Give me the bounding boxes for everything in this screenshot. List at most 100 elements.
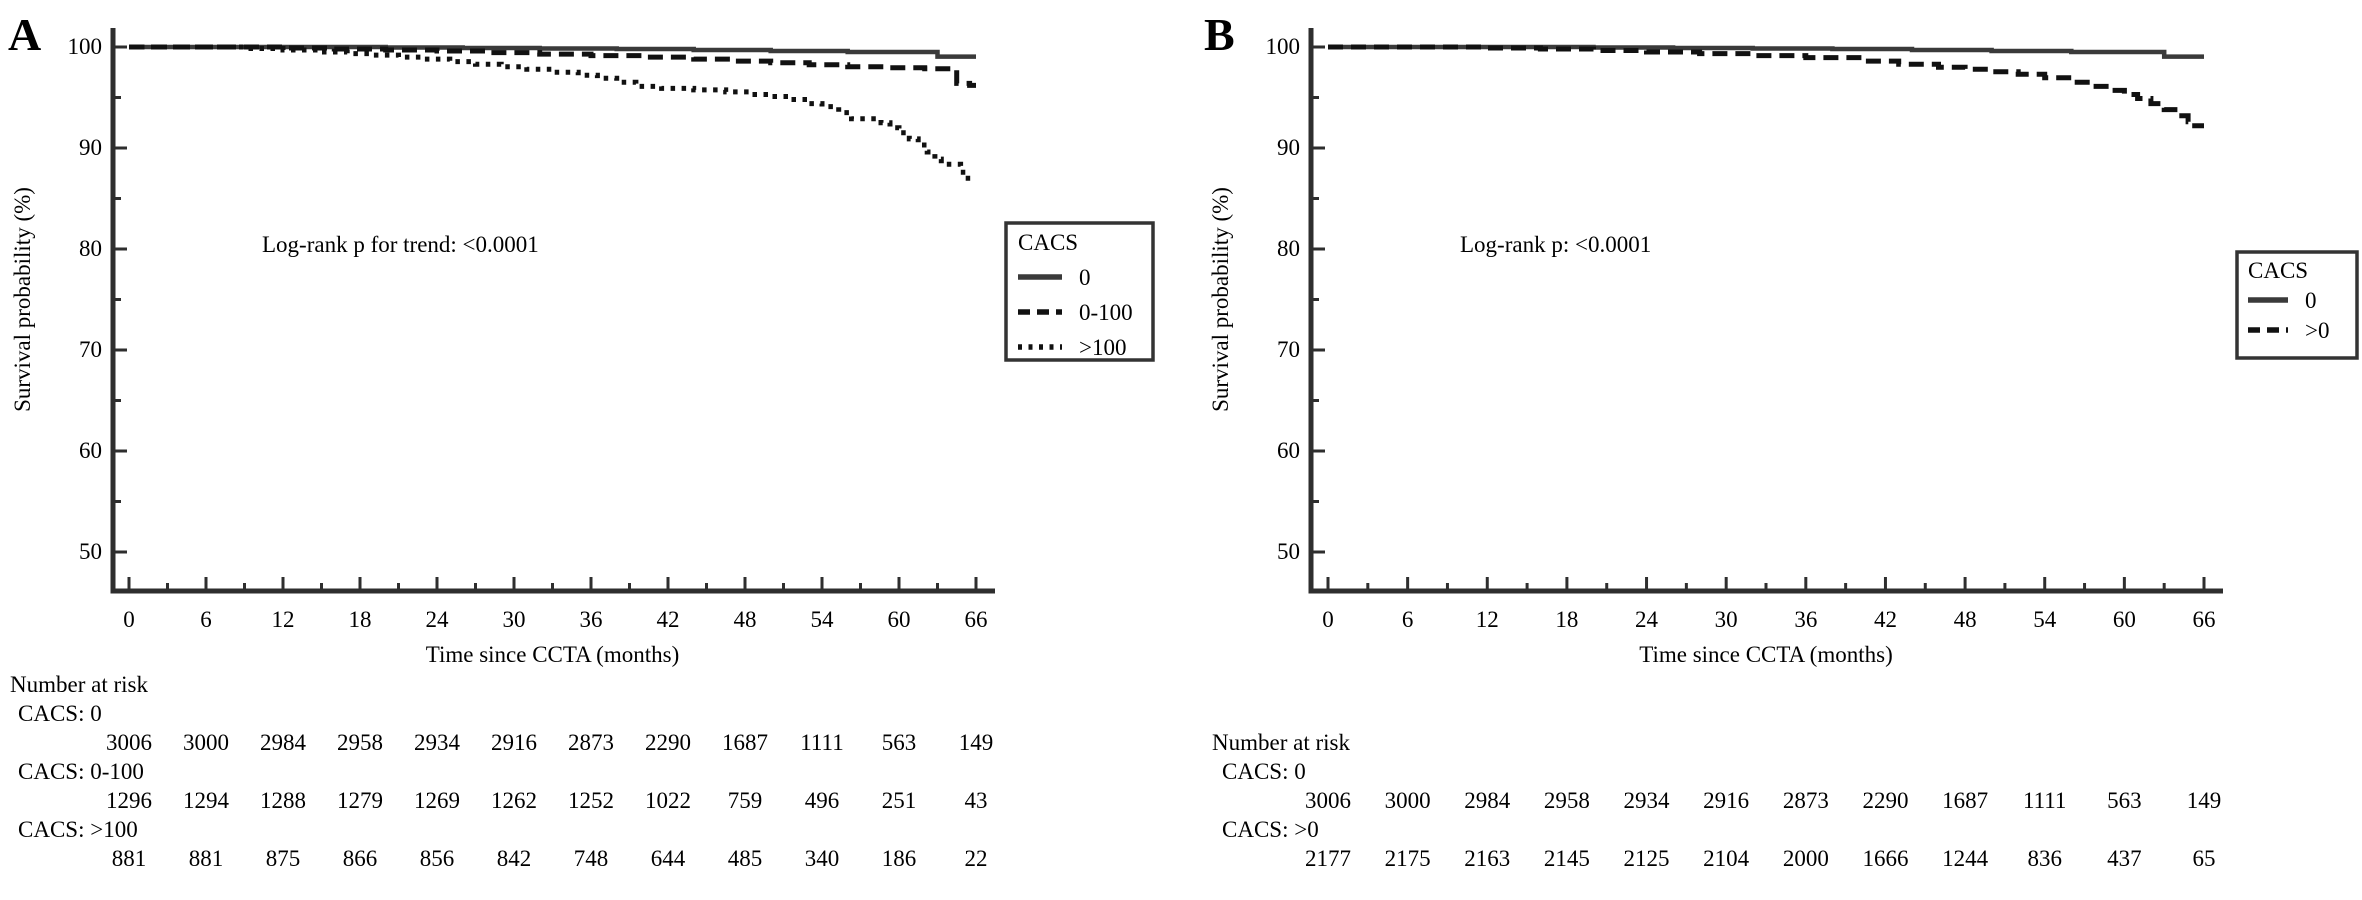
legend-title: CACS [1018, 230, 1078, 255]
risk-value: 2958 [337, 730, 383, 755]
y-tick-label: 50 [1277, 539, 1300, 564]
risk-value: 2916 [1703, 788, 1749, 813]
risk-value: 3000 [183, 730, 229, 755]
risk-value: 2934 [1624, 788, 1671, 813]
risk-value: 2916 [491, 730, 537, 755]
risk-value: 251 [882, 788, 917, 813]
panel-b: B 100 90 80 70 60 50 0 6 12 18 24 30 36 42 48 54 60 66 Time… [1204, 9, 2359, 871]
x-tick-label: 66 [2192, 607, 2215, 632]
y-tick-label: 60 [79, 438, 102, 463]
risk-value: 563 [2107, 788, 2142, 813]
legend-entry-label: >100 [1079, 335, 1126, 360]
risk-value: 149 [2187, 788, 2222, 813]
risk-value: 2873 [568, 730, 614, 755]
survival-curve-dashed [129, 44, 976, 88]
risk-value: 65 [2192, 846, 2215, 871]
risk-value: 1296 [106, 788, 152, 813]
panel-label: A [8, 9, 41, 60]
risk-value: 340 [805, 846, 840, 871]
risk-row-label: CACS: 0 [18, 701, 102, 726]
risk-value: 1279 [337, 788, 383, 813]
x-tick-label: 48 [733, 607, 756, 632]
risk-value: 1252 [568, 788, 614, 813]
y-tick-label: 70 [1277, 337, 1300, 362]
panel-a: A 100 90 80 70 60 50 0 6 12 18 24 30 36 42 48 54 60 66 Time… [8, 9, 1155, 871]
x-tick-label: 60 [887, 607, 910, 632]
x-tick-label: 60 [2113, 607, 2136, 632]
log-rank-annotation: Log-rank p for trend: <0.0001 [262, 232, 539, 257]
x-tick-label: 42 [656, 607, 679, 632]
risk-value: 2000 [1783, 846, 1829, 871]
risk-value: 1294 [183, 788, 230, 813]
risk-value: 2177 [1305, 846, 1351, 871]
x-tick-label: 54 [810, 607, 834, 632]
risk-value: 1111 [2023, 788, 2066, 813]
y-tick-label: 100 [1266, 34, 1301, 59]
x-tick-label: 54 [2033, 607, 2057, 632]
x-tick-label: 42 [1874, 607, 1897, 632]
risk-table-title: Number at risk [1212, 730, 1350, 755]
x-tick-label: 12 [1476, 607, 1499, 632]
y-tick-label: 90 [79, 135, 102, 160]
risk-value: 748 [574, 846, 609, 871]
risk-value: 2984 [260, 730, 307, 755]
risk-value: 1666 [1862, 846, 1908, 871]
x-tick-label: 36 [579, 607, 602, 632]
y-axis-title: Survival probability (%) [10, 187, 35, 412]
risk-value: 881 [189, 846, 224, 871]
log-rank-annotation: Log-rank p: <0.0001 [1460, 232, 1651, 257]
x-tick-label: 0 [123, 607, 135, 632]
risk-value: 836 [2027, 846, 2062, 871]
x-tick-label: 0 [1322, 607, 1334, 632]
y-tick-label: 70 [79, 337, 102, 362]
risk-value: 2873 [1783, 788, 1829, 813]
x-tick-label: 30 [502, 607, 525, 632]
risk-value: 3000 [1385, 788, 1431, 813]
risk-value: 1687 [722, 730, 768, 755]
x-tick-label: 66 [964, 607, 987, 632]
x-axis-title: Time since CCTA (months) [1639, 642, 1893, 667]
axes [1308, 28, 2223, 594]
risk-row-label: CACS: >100 [18, 817, 138, 842]
legend-box [2235, 250, 2359, 360]
survival-curve-solid [129, 44, 976, 59]
risk-value: 485 [728, 846, 763, 871]
x-tick-label: 30 [1715, 607, 1738, 632]
risk-value: 1022 [645, 788, 691, 813]
risk-value: 2163 [1464, 846, 1510, 871]
risk-row-label: CACS: 0 [1222, 759, 1306, 784]
y-tick-label: 80 [79, 236, 102, 261]
x-tick-label: 18 [348, 607, 371, 632]
legend-entry-label: 0 [1079, 265, 1091, 290]
risk-value: 644 [651, 846, 686, 871]
legend: CACS 0 >0 [2235, 250, 2359, 360]
risk-value: 3006 [1305, 788, 1351, 813]
legend-entry-label: >0 [2305, 318, 2329, 343]
legend-entry-label: 0 [2305, 288, 2317, 313]
legend-box [1004, 221, 1155, 362]
risk-value: 2290 [645, 730, 691, 755]
survival-curve-dashed [1328, 44, 2204, 129]
risk-value: 496 [805, 788, 840, 813]
risk-value: 1687 [1942, 788, 1988, 813]
panel-label: B [1204, 9, 1235, 60]
risk-value: 1244 [1942, 846, 1989, 871]
risk-value: 866 [343, 846, 378, 871]
risk-value: 856 [420, 846, 455, 871]
survival-curve-dotted [129, 44, 976, 181]
risk-value: 759 [728, 788, 763, 813]
risk-value: 149 [959, 730, 994, 755]
x-tick-label: 24 [1635, 607, 1659, 632]
risk-row-label: CACS: 0-100 [18, 759, 144, 784]
risk-row-label: CACS: >0 [1222, 817, 1319, 842]
y-tick-label: 80 [1277, 236, 1300, 261]
risk-value: 2290 [1862, 788, 1908, 813]
risk-value: 2125 [1624, 846, 1670, 871]
legend-entry-label: 0-100 [1079, 300, 1133, 325]
y-tick-label: 50 [79, 539, 102, 564]
